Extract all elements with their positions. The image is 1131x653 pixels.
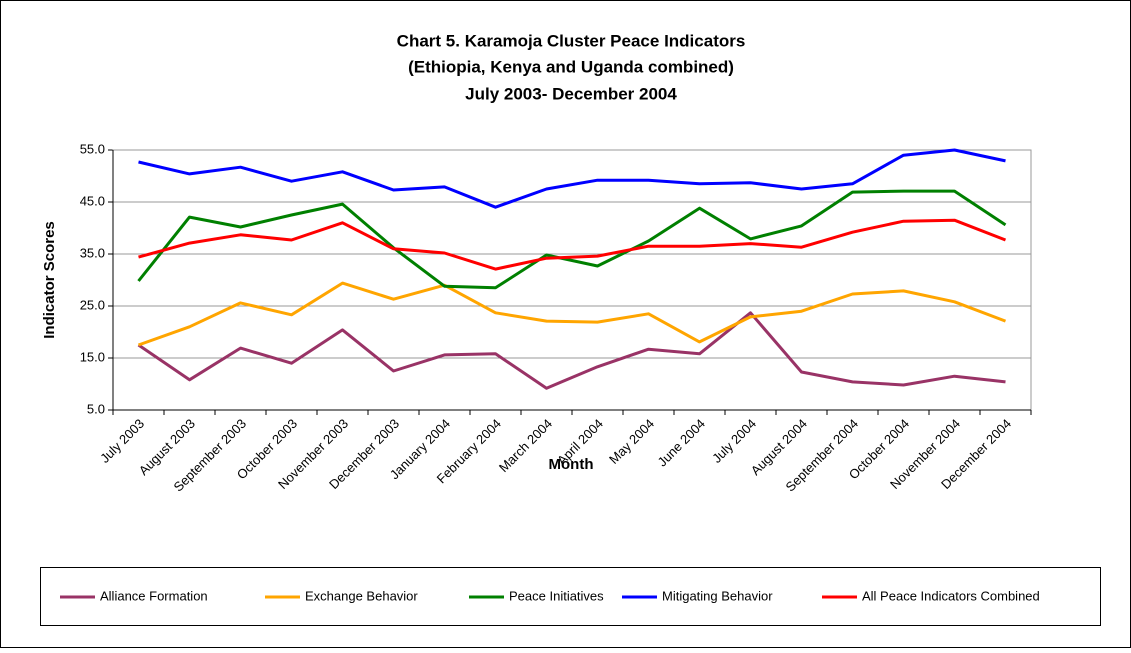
legend-label: All Peace Indicators Combined [862,588,1040,603]
legend-label: Exchange Behavior [305,588,418,603]
chart-title: Chart 5. Karamoja Cluster Peace Indicato… [397,31,746,50]
y-tick-label: 15.0 [80,349,105,364]
series-line [137,311,1006,390]
y-tick-label: 35.0 [80,245,105,260]
chart-title: July 2003- December 2004 [465,84,677,103]
y-tick-label: 45.0 [80,193,105,208]
series-line [138,218,1007,271]
legend-label: Mitigating Behavior [662,588,773,603]
series-line [138,148,1006,209]
legend-box [40,567,1101,626]
chart-title: (Ethiopia, Kenya and Uganda combined) [408,57,734,76]
y-tick-label: 55.0 [80,141,105,156]
series-line [137,281,1007,347]
legend-label: Alliance Formation [100,588,208,603]
series-line [137,189,1007,290]
x-axis-label: Month [549,456,594,473]
y-tick-label: 5.0 [87,401,105,416]
y-axis-label: Indicator Scores [41,221,58,339]
legend-label: Peace Initiatives [509,588,604,603]
y-tick-label: 25.0 [80,297,105,312]
